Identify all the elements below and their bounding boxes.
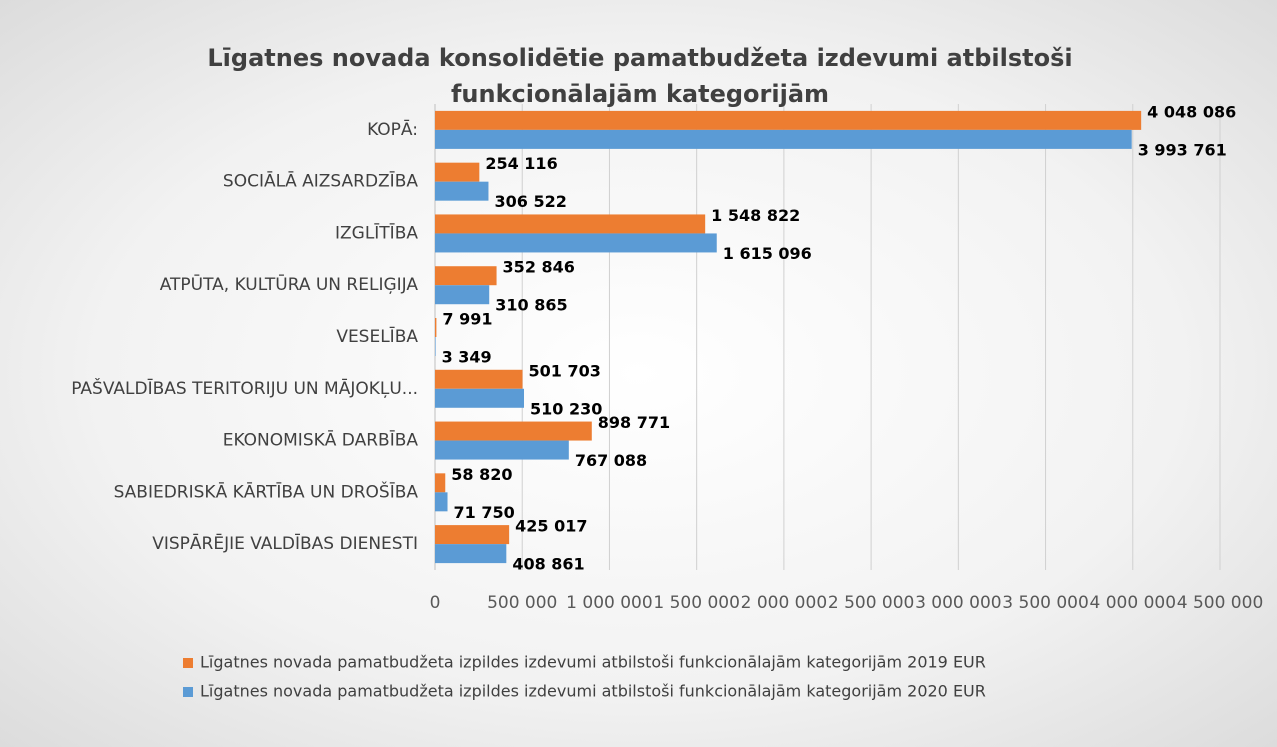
x-tick-label: 4 500 000 <box>1177 593 1264 613</box>
x-tick-label: 3 500 000 <box>1002 593 1089 613</box>
x-tick-label: 2 000 000 <box>741 593 828 613</box>
bar <box>435 181 489 201</box>
value-label: 352 846 <box>503 258 575 277</box>
value-label: 58 820 <box>451 465 512 484</box>
bar <box>435 318 437 337</box>
value-label: 310 865 <box>495 296 567 315</box>
bar <box>435 129 1132 149</box>
value-label: 254 116 <box>485 154 557 173</box>
value-label: 510 230 <box>530 399 602 418</box>
value-label: 7 991 <box>442 310 492 329</box>
bar <box>435 233 717 253</box>
bar <box>435 369 523 389</box>
bar <box>435 285 490 305</box>
x-tick-label: 500 000 <box>487 593 557 613</box>
value-label: 767 088 <box>575 451 647 470</box>
value-label: 1 548 822 <box>711 206 800 225</box>
x-tick-label: 0 <box>430 593 441 613</box>
bar <box>435 473 446 493</box>
bar <box>435 266 497 286</box>
legend-label: Līgatnes novada pamatbudžeta izpildes iz… <box>200 653 986 672</box>
legend-label: Līgatnes novada pamatbudžeta izpildes iz… <box>200 682 986 701</box>
bar <box>435 214 706 234</box>
y-tick-label: VISPĀRĒJIE VALDĪBAS DIENESTI <box>152 532 418 554</box>
bar <box>435 421 592 441</box>
bar <box>435 525 510 545</box>
bar <box>435 388 525 408</box>
bar <box>435 337 436 356</box>
value-label: 3 993 761 <box>1138 140 1227 159</box>
value-label: 4 048 086 <box>1147 102 1236 121</box>
y-tick-label: ATPŪTA, KULTŪRA UN RELIĢIJA <box>160 273 419 295</box>
bar <box>435 440 569 460</box>
x-tick-label: 1 000 000 <box>566 593 653 613</box>
y-tick-label: IZGLĪTĪBA <box>335 221 418 243</box>
x-tick-label: 3 000 000 <box>915 593 1002 613</box>
y-tick-label: SOCIĀLĀ AIZSARDZĪBA <box>223 170 418 192</box>
y-tick-label: EKONOMISKĀ DARBĪBA <box>223 429 419 451</box>
value-label: 1 615 096 <box>723 244 812 263</box>
y-tick-label: PAŠVALDĪBAS TERITORIJU UN MĀJOKĻU... <box>71 377 418 399</box>
x-tick-label: 4 000 000 <box>1090 593 1177 613</box>
value-label: 425 017 <box>515 517 587 536</box>
bar <box>435 492 448 512</box>
bar <box>435 544 507 564</box>
value-label: 3 349 <box>442 348 492 367</box>
x-tick-label: 2 500 000 <box>828 593 915 613</box>
value-label: 898 771 <box>598 413 670 432</box>
value-label: 501 703 <box>529 361 601 380</box>
legend-swatch <box>183 658 193 668</box>
legend-swatch <box>183 687 193 697</box>
value-label: 71 750 <box>454 503 515 522</box>
y-tick-label: KOPĀ: <box>367 118 418 140</box>
bar <box>435 110 1142 130</box>
y-tick-label: VESELĪBA <box>336 325 418 347</box>
value-label: 408 861 <box>512 555 584 574</box>
bar <box>435 162 480 182</box>
y-tick-label: SABIEDRISKĀ KĀRTĪBA UN DROŠĪBA <box>114 480 419 502</box>
value-label: 306 522 <box>494 192 566 211</box>
x-tick-label: 1 500 000 <box>653 593 740 613</box>
chart-title: Līgatnes novada konsolidētie pamatbudžet… <box>207 44 1073 108</box>
